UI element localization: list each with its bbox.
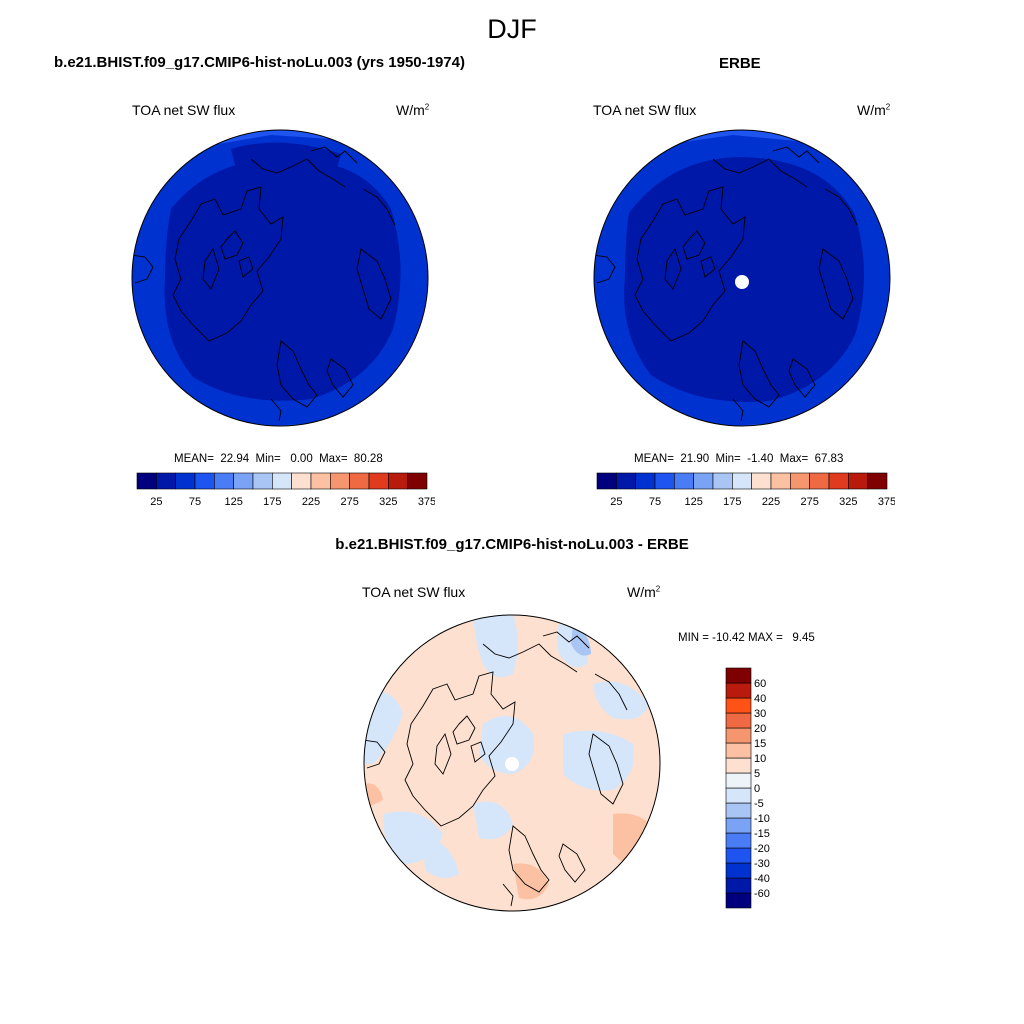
colorbar-swatch (725, 847, 752, 864)
obs-panel-title: ERBE (719, 55, 761, 72)
colorbar-tick-label: -60 (754, 888, 770, 900)
colorbar-swatch (828, 472, 849, 490)
colorbar-tick-label: 175 (723, 496, 741, 508)
colorbar-swatch (809, 472, 830, 490)
colorbar-swatch (725, 877, 752, 894)
colorbar-swatch (725, 892, 752, 909)
colorbar-tick-label: 275 (800, 496, 818, 508)
colorbar-swatch (616, 472, 636, 490)
colorbar-tick-label: 30 (754, 708, 766, 720)
diff-stats: MIN = -10.42 MAX = 9.45 (678, 632, 815, 644)
colorbar-swatch (725, 712, 752, 729)
obs-units-label: W/m2 (857, 102, 891, 118)
colorbar-tick-label: 15 (754, 738, 766, 750)
colorbar-swatch (725, 787, 752, 804)
colorbar-tick-label: -20 (754, 843, 770, 855)
obs-stats: MEAN= 21.90 Min= -1.40 Max= 67.83 (634, 453, 844, 465)
model-panel-title: b.e21.BHIST.f09_g17.CMIP6-hist-noLu.003 … (54, 54, 465, 71)
colorbar-swatch (770, 472, 791, 490)
colorbar-swatch (635, 472, 656, 490)
colorbar-swatch (848, 472, 868, 490)
colorbar-swatch (725, 757, 752, 774)
colorbar-swatch (310, 472, 331, 490)
colorbar-tick-label: -10 (754, 813, 770, 825)
colorbar-tick-label: 20 (754, 723, 766, 735)
colorbar-swatch (732, 472, 752, 490)
colorbar-swatch (407, 472, 428, 490)
diff-colorbar: 60 40 30 20 15 10 5 0 -5 -10 -15 -20 -30 -40 -60 (725, 667, 770, 909)
colorbar-swatch (725, 802, 752, 819)
colorbar-swatch (330, 472, 350, 490)
obs-colorbar: 25 75 125 175 225 275 325 375 (596, 472, 895, 508)
model-variable-label: TOA net SW flux (132, 102, 236, 118)
colorbar-swatch (654, 472, 675, 490)
diff-polar-map (363, 614, 661, 912)
obs-polar-map (593, 129, 891, 427)
colorbar-tick-label: 325 (839, 496, 857, 508)
colorbar-tick-label: 40 (754, 693, 766, 705)
colorbar-swatch (194, 472, 215, 490)
model-units-label: W/m2 (396, 102, 430, 118)
colorbar-swatch (867, 472, 888, 490)
colorbar-swatch (790, 472, 810, 490)
colorbar-tick-label: 75 (189, 496, 201, 508)
colorbar-tick-label: 325 (379, 496, 397, 508)
colorbar-tick-label: 75 (649, 496, 661, 508)
colorbar-tick-label: -5 (754, 798, 764, 810)
colorbar-swatch (725, 772, 752, 789)
missing-data-pole-dot (505, 757, 519, 771)
colorbar-swatch (725, 697, 752, 714)
colorbar-swatch (368, 472, 389, 490)
colorbar-swatch (136, 472, 157, 490)
colorbar-tick-label: -40 (754, 873, 770, 885)
colorbar-tick-label: 125 (684, 496, 702, 508)
colorbar-swatch (712, 472, 733, 490)
colorbar-tick-label: 275 (340, 496, 358, 508)
colorbar-tick-label: 225 (302, 496, 320, 508)
colorbar-swatch (725, 862, 752, 879)
colorbar-tick-label: 60 (754, 678, 766, 690)
model-stats: MEAN= 22.94 Min= 0.00 Max= 80.28 (174, 453, 383, 465)
colorbar-swatch (272, 472, 292, 490)
model-colorbar: 25 75 125 175 225 275 325 375 (136, 472, 435, 508)
colorbar-tick-label: 175 (263, 496, 281, 508)
obs-variable-label: TOA net SW flux (593, 102, 697, 118)
colorbar-tick-label: 25 (150, 496, 162, 508)
colorbar-tick-label: 375 (418, 496, 435, 508)
colorbar-swatch (674, 472, 694, 490)
missing-data-pole-dot (735, 275, 749, 289)
colorbar-swatch (725, 727, 752, 744)
colorbar-swatch (233, 472, 254, 490)
colorbar-tick-label: 125 (224, 496, 242, 508)
colorbar-swatch (725, 682, 752, 699)
colorbar-swatch (349, 472, 370, 490)
colorbar-tick-label: -15 (754, 828, 770, 840)
colorbar-tick-label: 25 (610, 496, 622, 508)
model-polar-map (131, 129, 429, 427)
diff-panel-title: b.e21.BHIST.f09_g17.CMIP6-hist-noLu.003 … (335, 536, 689, 553)
colorbar-tick-label: 225 (762, 496, 780, 508)
colorbar-swatch (725, 832, 752, 849)
colorbar-tick-label: 10 (754, 753, 766, 765)
colorbar-swatch (725, 817, 752, 834)
colorbar-swatch (214, 472, 234, 490)
colorbar-swatch (725, 667, 752, 684)
colorbar-swatch (596, 472, 617, 490)
season-title: DJF (487, 14, 537, 44)
colorbar-swatch (725, 742, 752, 759)
diff-units-label: W/m2 (627, 584, 661, 600)
colorbar-swatch (291, 472, 312, 490)
colorbar-tick-label: 5 (754, 768, 760, 780)
colorbar-tick-label: 0 (754, 783, 760, 795)
colorbar-swatch (693, 472, 714, 490)
colorbar-tick-label: -30 (754, 858, 770, 870)
colorbar-swatch (388, 472, 408, 490)
colorbar-swatch (252, 472, 273, 490)
colorbar-swatch (156, 472, 176, 490)
colorbar-swatch (175, 472, 196, 490)
colorbar-swatch (751, 472, 772, 490)
diff-variable-label: TOA net SW flux (362, 584, 466, 600)
colorbar-tick-label: 375 (878, 496, 895, 508)
